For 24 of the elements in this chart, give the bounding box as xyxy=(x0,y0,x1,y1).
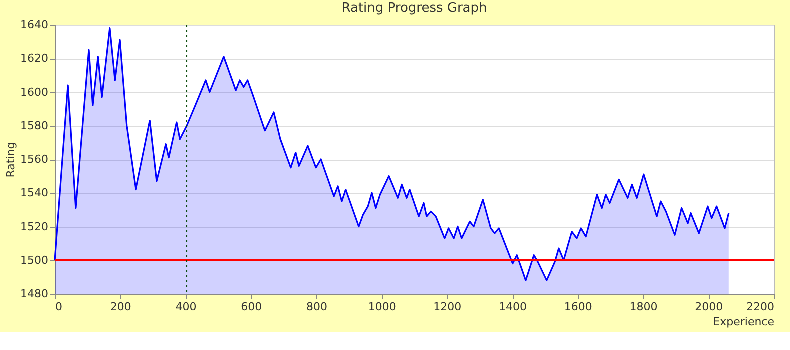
x-tick-label: 2200 xyxy=(746,300,774,314)
x-tick-label: 1800 xyxy=(630,300,658,314)
chart-title: Rating Progress Graph xyxy=(342,1,488,16)
y-axis-title: Rating xyxy=(4,142,18,178)
x-tick-label: 1000 xyxy=(368,300,396,314)
x-tick-label: 400 xyxy=(176,300,197,314)
x-tick-label: 800 xyxy=(306,300,328,314)
y-tick-label: 1560 xyxy=(20,153,48,166)
y-tick-label: 1500 xyxy=(20,254,48,267)
x-tick-label: 1200 xyxy=(434,300,462,314)
y-tick-label: 1520 xyxy=(20,220,48,234)
x-tick-label: 1600 xyxy=(564,300,592,314)
y-tick-label: 1480 xyxy=(20,288,48,300)
x-tick-label: 2000 xyxy=(695,300,724,314)
x-tick-label: 600 xyxy=(241,300,262,314)
x-axis-title: Experience xyxy=(713,316,775,328)
x-tick-label: 0 xyxy=(56,300,62,314)
y-tick-label: 1600 xyxy=(20,86,48,99)
y-tick-label: 1540 xyxy=(20,186,48,200)
x-tick-label: 1400 xyxy=(499,300,528,314)
y-tick-label: 1640 xyxy=(20,18,48,32)
x-tick-label: 200 xyxy=(110,300,132,314)
y-tick-label: 1620 xyxy=(20,52,48,66)
y-tick-label: 1580 xyxy=(20,119,48,132)
